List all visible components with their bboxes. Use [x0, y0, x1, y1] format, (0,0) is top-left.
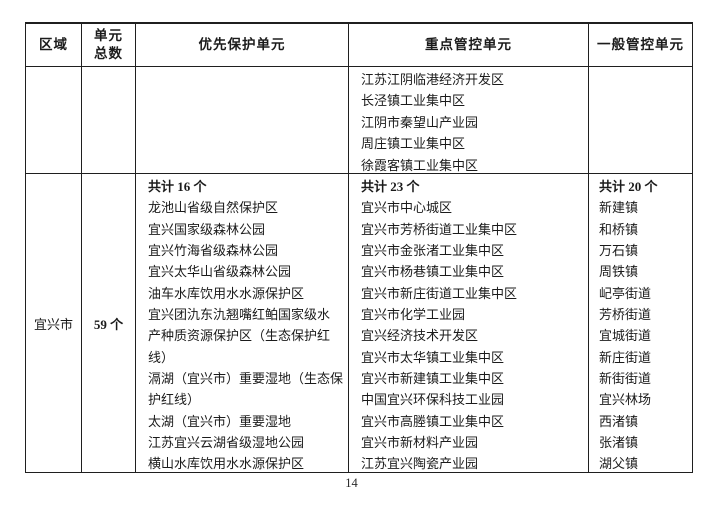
page-number: 14	[345, 476, 358, 490]
unit-line: 宜兴市金张渚工业集中区	[361, 243, 505, 259]
unit-line: 滆湖（宜兴市）重要湿地（生态保	[148, 371, 344, 387]
row2-region-cell: 宜兴市	[26, 174, 82, 473]
column-header-unit-total-line2: 总数	[94, 46, 123, 61]
unit-line: 湖父镇	[599, 456, 639, 472]
key-units-list: 宜兴市中心城区宜兴市芳桥街道工业集中区 宜兴市金张渚工业集中区 宜兴市杨巷镇工业集中…	[361, 197, 588, 472]
column-header-general-label: 一般管控单元	[597, 37, 684, 52]
column-header-key: 重点管控单元	[349, 24, 589, 67]
unit-line: 宜兴林场	[599, 392, 652, 408]
unit-line: 横山水库饮用水水源保护区	[148, 456, 305, 472]
unit-line: 产种质资源保护区（生态保护红	[148, 328, 331, 344]
unit-line: 宜兴国家级森林公园	[148, 221, 266, 237]
unit-line: 张渚镇	[599, 435, 639, 451]
row2-key-units-cell: 共计 23 个 宜兴市中心城区宜兴市芳桥街道工业集中区 宜兴市金张渚工业集中区 宜兴…	[349, 174, 589, 473]
unit-line: 油车水库饮用水水源保护区	[148, 285, 305, 301]
unit-line: 芳桥街道	[599, 307, 652, 323]
row2-general-units-cell: 共计 20 个 新建镇和桥镇万石镇周铁镇屺亭街道芳桥街道宜城街道新庄街道新街街道…	[589, 174, 693, 473]
row2-unit-total-cell: 59 个	[82, 174, 136, 473]
unit-line: 龙池山省级自然保护区	[148, 200, 279, 216]
unit-line: 长泾镇工业集中区	[361, 93, 466, 109]
unit-line: 宜兴市芳桥街道工业集中区	[361, 221, 518, 237]
unit-line: 宜兴竹海省级森林公园	[148, 243, 279, 259]
unit-line: 宜兴团氿东氿翘嘴红鲌国家级水	[148, 307, 331, 323]
unit-line: 江苏江阴临港经济开发区	[361, 72, 505, 87]
unit-line: 江苏宜兴云湖省级湿地公园	[148, 435, 305, 451]
column-header-general: 一般管控单元	[589, 24, 693, 67]
unit-line: 宜兴市中心城区	[361, 200, 453, 216]
unit-line: 宜兴市太华镇工业集中区	[361, 349, 505, 365]
key-count-line: 共计 23 个	[361, 179, 420, 194]
unit-line: 屺亭街道	[599, 285, 652, 301]
column-header-region: 区域	[26, 24, 82, 67]
unit-line: 新庄街道	[599, 349, 652, 365]
unit-line: 宜兴市杨巷镇工业集中区	[361, 264, 505, 280]
unit-line: 线）	[148, 349, 175, 365]
unit-line: 宜兴经济技术开发区	[361, 328, 479, 344]
unit-line: 宜兴市新建镇工业集中区	[361, 371, 505, 387]
column-header-priority-label: 优先保护单元	[198, 37, 286, 52]
unit-line: 徐霞客镇工业集中区	[361, 157, 479, 173]
unit-line: 宜兴市化学工业园	[361, 307, 466, 323]
unit-line: 周铁镇	[599, 264, 639, 280]
row1-priority-units-cell	[136, 67, 349, 174]
row1-unit-total-cell	[82, 67, 136, 174]
unit-line: 宜兴太华山省级森林公园	[148, 264, 292, 280]
unit-line: 宜兴市新材料产业园	[361, 435, 479, 451]
unit-line: 江苏宜兴陶瓷产业园	[361, 456, 479, 472]
unit-line: 和桥镇	[599, 221, 639, 237]
column-header-region-label: 区域	[39, 37, 68, 52]
unit-line: 新建镇	[599, 200, 639, 216]
column-header-unit-total: 单元 总数	[82, 24, 136, 67]
general-units-list: 新建镇和桥镇万石镇周铁镇屺亭街道芳桥街道宜城街道新庄街道新街街道宜兴林场西渚镇张…	[599, 197, 692, 472]
unit-line: 万石镇	[599, 243, 639, 259]
region-label: 宜兴市	[33, 316, 73, 332]
row2-priority-units-cell: 共计 16 个 龙池山省级自然保护区 宜兴国家级森林公园 宜兴竹海省级森林公园 宜兴太…	[136, 174, 349, 473]
priority-units-list: 龙池山省级自然保护区 宜兴国家级森林公园 宜兴竹海省级森林公园 宜兴太华山省级森林公园…	[148, 197, 348, 472]
row1-region-cell	[26, 67, 82, 174]
unit-line: 中国宜兴环保科技工业园	[361, 392, 505, 408]
unit-line: 江阴市秦望山产业园	[361, 114, 479, 130]
general-count-line: 共计 20 个	[599, 179, 658, 194]
column-header-priority: 优先保护单元	[136, 24, 349, 67]
column-header-key-label: 重点管控单元	[425, 37, 512, 52]
unit-line: 太湖（宜兴市）重要湿地	[148, 413, 292, 429]
unit-line: 宜兴市高塍镇工业集中区	[361, 413, 505, 429]
unit-line: 宜城街道	[599, 328, 652, 344]
unit-line: 护红线）	[148, 392, 201, 408]
unit-line: 周庄镇工业集中区	[361, 136, 466, 152]
priority-count-line: 共计 16 个	[148, 179, 207, 194]
unit-line: 西渚镇	[599, 413, 639, 429]
row1-general-units-cell	[589, 67, 693, 174]
control-units-table: 区域 单元 总数 优先保护单元 重点管控单元 一般管控单元 江苏江阴临港经济开发…	[25, 22, 693, 473]
row1-key-units-cell: 江苏江阴临港经济开发区 长泾镇工业集中区 江阴市秦望山产业园 周庄镇工业集中区 徐霞客镇…	[349, 67, 589, 174]
unit-line: 宜兴市新庄街道工业集中区	[361, 285, 518, 301]
unit-line: 新街街道	[599, 371, 652, 387]
unit-total-value: 59 个	[93, 316, 124, 332]
column-header-unit-total-line1: 单元	[94, 28, 123, 43]
